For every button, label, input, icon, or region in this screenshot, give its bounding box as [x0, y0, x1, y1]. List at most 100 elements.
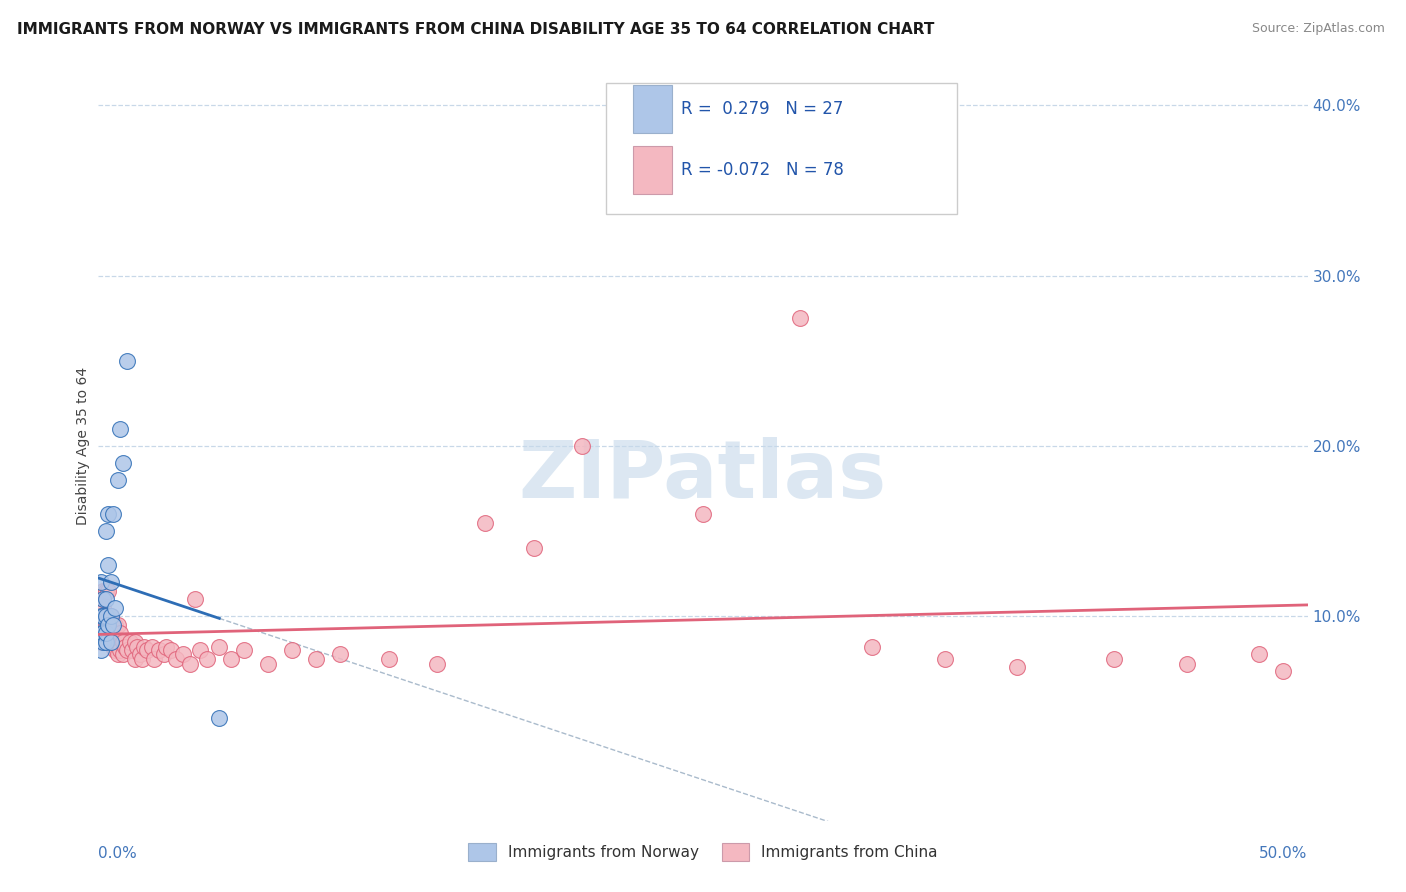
Point — [90, 635, 112, 649]
Point — [172, 647, 194, 661]
Legend: Immigrants from Norway, Immigrants from China: Immigrants from Norway, Immigrants from … — [463, 837, 943, 867]
Point — [101, 617, 124, 632]
Point — [474, 516, 496, 530]
Point — [692, 507, 714, 521]
Point — [90, 626, 112, 640]
Point — [101, 507, 124, 521]
Point — [208, 640, 231, 654]
Point — [329, 647, 352, 661]
Point — [148, 643, 170, 657]
Point — [101, 640, 124, 654]
Point — [107, 473, 129, 487]
Point — [90, 609, 112, 624]
Text: Source: ZipAtlas.com: Source: ZipAtlas.com — [1251, 22, 1385, 36]
Point — [91, 609, 114, 624]
Point — [108, 626, 131, 640]
Point — [117, 643, 139, 657]
Point — [90, 643, 112, 657]
Point — [860, 640, 883, 654]
Point — [188, 643, 211, 657]
Point — [104, 617, 127, 632]
Point — [305, 652, 328, 666]
Point — [94, 635, 117, 649]
FancyBboxPatch shape — [633, 85, 672, 133]
Point — [94, 524, 117, 538]
Point — [143, 652, 166, 666]
Point — [97, 617, 120, 632]
Point — [523, 541, 546, 556]
Point — [100, 626, 122, 640]
Point — [111, 456, 134, 470]
Point — [118, 635, 141, 649]
Point — [571, 439, 593, 453]
FancyBboxPatch shape — [633, 146, 672, 194]
Point — [127, 640, 149, 654]
Point — [91, 592, 114, 607]
Point — [160, 643, 183, 657]
Point — [107, 647, 129, 661]
Point — [111, 635, 134, 649]
Point — [90, 609, 112, 624]
Point — [1249, 647, 1271, 661]
Point — [91, 592, 114, 607]
Point — [91, 609, 114, 624]
Point — [107, 635, 129, 649]
Text: R =  0.279   N = 27: R = 0.279 N = 27 — [682, 100, 844, 118]
Point — [101, 630, 124, 644]
Point — [100, 609, 122, 624]
Point — [1272, 664, 1295, 678]
Point — [232, 643, 254, 657]
Point — [1175, 657, 1198, 671]
Text: R = -0.072   N = 78: R = -0.072 N = 78 — [682, 161, 844, 179]
Point — [104, 643, 127, 657]
Point — [90, 617, 112, 632]
Point — [141, 640, 163, 654]
Point — [221, 652, 243, 666]
Point — [135, 643, 157, 657]
Point — [281, 643, 304, 657]
Point — [155, 640, 177, 654]
Point — [91, 600, 114, 615]
Point — [101, 617, 124, 632]
Point — [426, 657, 449, 671]
Point — [97, 635, 120, 649]
Point — [111, 647, 134, 661]
Point — [131, 652, 153, 666]
Point — [124, 652, 146, 666]
Point — [91, 626, 114, 640]
Point — [94, 609, 117, 624]
Point — [107, 617, 129, 632]
Point — [100, 609, 122, 624]
Point — [1102, 652, 1125, 666]
Text: ZIPatlas: ZIPatlas — [519, 437, 887, 515]
Point — [91, 635, 114, 649]
Point — [104, 600, 127, 615]
Point — [94, 626, 117, 640]
Point — [128, 647, 150, 661]
Point — [208, 711, 231, 725]
Point — [94, 583, 117, 598]
Point — [108, 422, 131, 436]
Point — [90, 575, 112, 590]
Point — [97, 558, 120, 573]
Point — [152, 647, 174, 661]
Point — [124, 635, 146, 649]
Text: IMMIGRANTS FROM NORWAY VS IMMIGRANTS FROM CHINA DISABILITY AGE 35 TO 64 CORRELAT: IMMIGRANTS FROM NORWAY VS IMMIGRANTS FRO… — [17, 22, 934, 37]
Point — [789, 311, 811, 326]
Point — [100, 617, 122, 632]
Point — [97, 507, 120, 521]
Y-axis label: Disability Age 35 to 64: Disability Age 35 to 64 — [76, 367, 90, 525]
Text: 0.0%: 0.0% — [98, 847, 138, 861]
Point — [184, 592, 207, 607]
Point — [377, 652, 399, 666]
Point — [179, 657, 201, 671]
Point — [100, 575, 122, 590]
Point — [104, 632, 127, 646]
Text: 50.0%: 50.0% — [1260, 847, 1308, 861]
Point — [94, 617, 117, 632]
Point — [91, 617, 114, 632]
Point — [256, 657, 278, 671]
Point — [134, 640, 156, 654]
Point — [108, 643, 131, 657]
FancyBboxPatch shape — [606, 83, 957, 214]
